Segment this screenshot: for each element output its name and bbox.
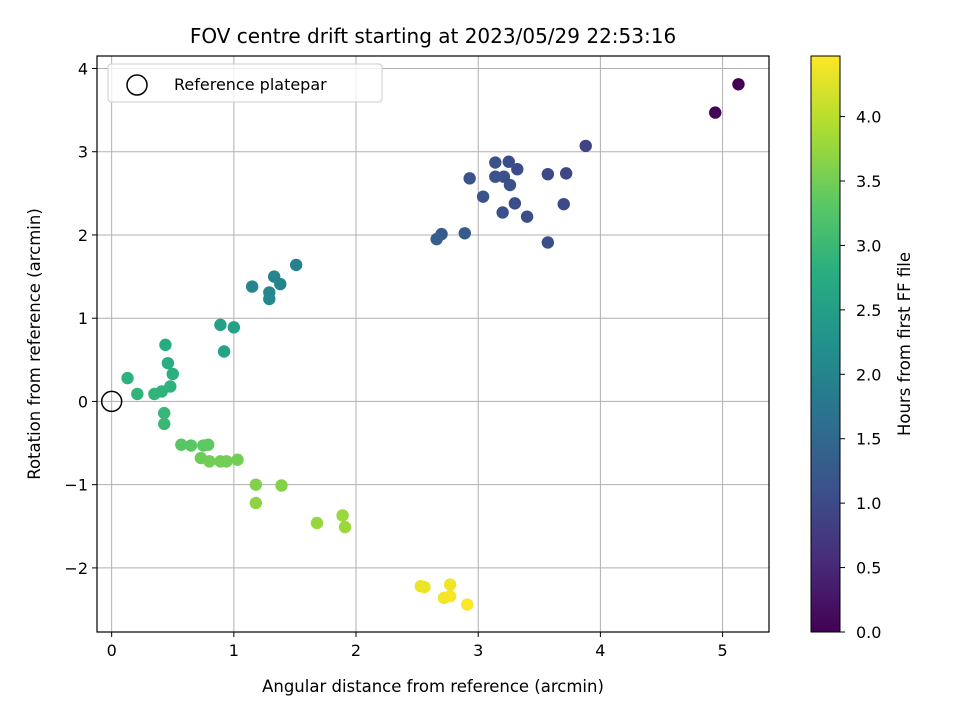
- colorbar-tick-label: 2.5: [856, 301, 881, 320]
- y-tick-label: −1: [64, 476, 88, 495]
- data-point: [158, 417, 171, 431]
- data-point: [508, 197, 522, 210]
- data-point: [158, 406, 171, 420]
- x-axis-label: Angular distance from reference (arcmin): [262, 677, 604, 696]
- colorbar-tick-label: 3.0: [856, 236, 881, 255]
- data-point: [489, 170, 502, 183]
- x-tick-label: 2: [351, 641, 361, 660]
- grid: [97, 56, 769, 632]
- x-tick-label: 5: [717, 641, 727, 660]
- data-point: [541, 167, 555, 181]
- y-tick-label: 0: [78, 392, 88, 411]
- colorbar-label: Hours from first FF file: [895, 252, 914, 436]
- data-point: [443, 578, 457, 591]
- data-point: [217, 345, 231, 358]
- data-point: [214, 318, 227, 332]
- data-point: [161, 356, 175, 370]
- data-point: [275, 479, 288, 492]
- colorbar-tick-label: 0.0: [856, 623, 881, 642]
- data-point: [520, 210, 534, 223]
- y-axis-ticks: −2 −1 0 1 2 3 4: [64, 59, 97, 578]
- data-point: [201, 438, 215, 451]
- data-point: [203, 455, 216, 468]
- data-point: [249, 496, 263, 510]
- chart-title: FOV centre drift starting at 2023/05/29 …: [190, 24, 676, 48]
- y-tick-label: −2: [64, 559, 88, 578]
- data-point: [336, 509, 349, 522]
- x-tick-label: 1: [229, 641, 239, 660]
- data-point: [443, 590, 457, 603]
- data-point: [159, 338, 172, 352]
- data-point: [245, 280, 259, 293]
- y-tick-label: 1: [78, 309, 88, 328]
- plot-frame: [96, 55, 770, 633]
- data-point: [502, 155, 515, 168]
- reference-platepar-marker: [100, 390, 123, 413]
- data-point: [503, 178, 517, 192]
- data-point: [463, 172, 476, 185]
- data-point: [131, 387, 144, 401]
- colorbar-tick-label: 2.0: [856, 365, 881, 384]
- data-point: [461, 598, 474, 611]
- data-point: [579, 139, 592, 153]
- x-tick-label: 4: [595, 641, 605, 660]
- data-point: [732, 78, 745, 91]
- y-axis-label: Rotation from reference (arcmin): [25, 208, 44, 480]
- data-point: [166, 367, 179, 381]
- data-point: [148, 387, 161, 401]
- data-point: [418, 580, 431, 594]
- legend: Reference platepar: [107, 63, 383, 103]
- data-point: [557, 197, 570, 211]
- data-point: [458, 227, 471, 240]
- data-point: [220, 455, 233, 468]
- data-point: [496, 206, 509, 219]
- colorbar-tick-label: 3.5: [856, 172, 881, 191]
- x-tick-label: 0: [107, 641, 117, 660]
- data-point: [541, 236, 555, 249]
- y-tick-label: 4: [78, 59, 88, 78]
- colorbar-tick-label: 4.0: [856, 108, 881, 127]
- data-point: [338, 520, 352, 534]
- data-point: [175, 438, 188, 451]
- x-tick-label: 3: [473, 641, 483, 660]
- data-point: [249, 478, 263, 491]
- colorbar-tick-label: 1.5: [856, 430, 881, 449]
- colorbar-ticks: 0.0 0.5 1.0 1.5 2.0 2.5 3.0 3.5 4.0: [840, 108, 881, 642]
- y-tick-label: 2: [78, 226, 88, 245]
- legend-reference-marker: [126, 74, 148, 96]
- data-point: [184, 439, 198, 452]
- data-point: [289, 258, 303, 272]
- data-point: [121, 371, 134, 385]
- y-tick-label: 3: [78, 143, 88, 162]
- data-point: [430, 232, 443, 246]
- colorbar-tick-label: 1.0: [856, 494, 881, 513]
- colorbar-tick-label: 0.5: [856, 559, 881, 578]
- data-point: [489, 156, 502, 169]
- legend-entry-label: Reference platepar: [174, 75, 327, 94]
- data-point: [274, 277, 287, 291]
- data-point: [310, 516, 324, 530]
- colorbar: [810, 55, 841, 633]
- data-point: [709, 106, 722, 119]
- data-point: [231, 453, 244, 466]
- data-point: [511, 163, 524, 176]
- x-axis-ticks: 0 1 2 3 4 5: [107, 632, 728, 660]
- data-point: [559, 167, 573, 180]
- legend-box: [107, 63, 383, 103]
- data-point: [227, 321, 241, 334]
- data-point: [476, 190, 490, 203]
- data-points: [100, 78, 745, 611]
- data-point: [263, 292, 276, 306]
